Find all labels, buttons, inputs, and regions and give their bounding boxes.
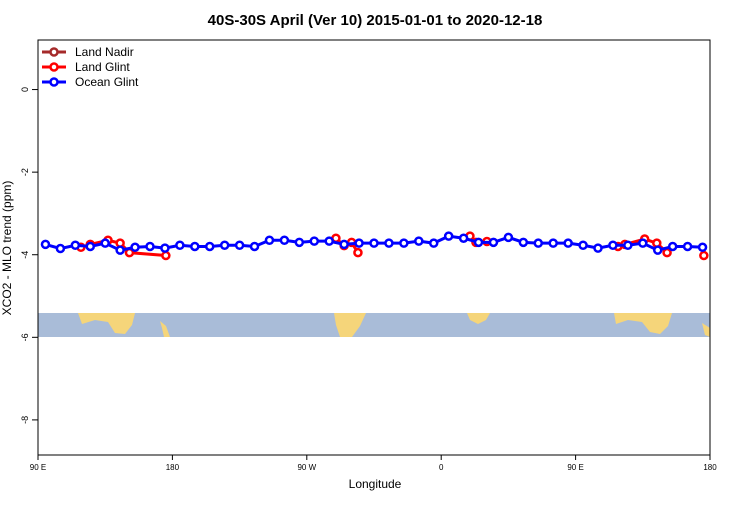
point [608,240,618,250]
y-axis-label: XCO2 - MLO trend (ppm) [0,181,14,316]
legend-label: Land Glint [75,60,130,74]
point [40,239,51,250]
x-tick-label: 180 [166,463,180,472]
point [518,237,529,248]
point [70,240,81,250]
point [662,247,672,258]
legend-marker [49,62,59,72]
point [234,240,245,250]
point [264,235,275,246]
point [353,247,363,258]
legend-label: Land Nadir [75,45,134,59]
point [593,243,603,253]
point [428,238,439,248]
legend-label: Ocean Glint [75,75,139,89]
point [324,236,334,246]
point [145,241,155,252]
y-tick-label: -2 [20,168,30,176]
point [682,241,693,252]
point [161,250,171,261]
point [55,243,66,254]
point [503,232,514,243]
point [190,241,200,252]
point [339,239,349,250]
point [443,231,454,241]
legend-marker [49,47,59,57]
y-tick-label: -6 [20,333,30,341]
point [563,238,573,248]
point [279,235,290,246]
point [399,238,409,248]
point [533,238,544,248]
x-tick-label: 90 E [30,463,46,472]
point [175,240,185,250]
point [130,242,140,253]
map-strip [38,313,710,337]
chart-title: 40S-30S April (Ver 10) 2015-01-01 to 202… [208,12,543,29]
y-tick-label: -8 [20,416,30,424]
point [219,240,230,250]
point [249,241,260,252]
point [473,237,484,248]
point [548,238,558,248]
x-tick-label: 180 [703,463,717,472]
point [354,238,364,248]
point [667,241,678,252]
legend-marker [49,77,59,87]
y-tick-label: -4 [20,251,30,259]
point [414,236,424,246]
point [699,250,709,261]
point [458,233,469,243]
point [294,237,305,248]
x-axis-label: Longitude [349,477,402,491]
point [697,242,708,253]
point [204,241,215,252]
point [578,240,588,250]
point [115,245,125,255]
point [369,238,379,248]
point [100,238,110,248]
point [384,238,394,248]
point [85,241,96,252]
x-tick-label: 0 [439,463,444,472]
point [638,238,648,248]
point [160,243,170,253]
x-tick-label: 90 E [567,463,583,472]
point [309,236,320,246]
point [652,245,663,255]
point [488,237,499,248]
x-tick-label: 90 W [297,463,316,472]
plot-frame [37,39,711,456]
y-tick-label: 0 [20,87,30,92]
point [623,240,633,250]
